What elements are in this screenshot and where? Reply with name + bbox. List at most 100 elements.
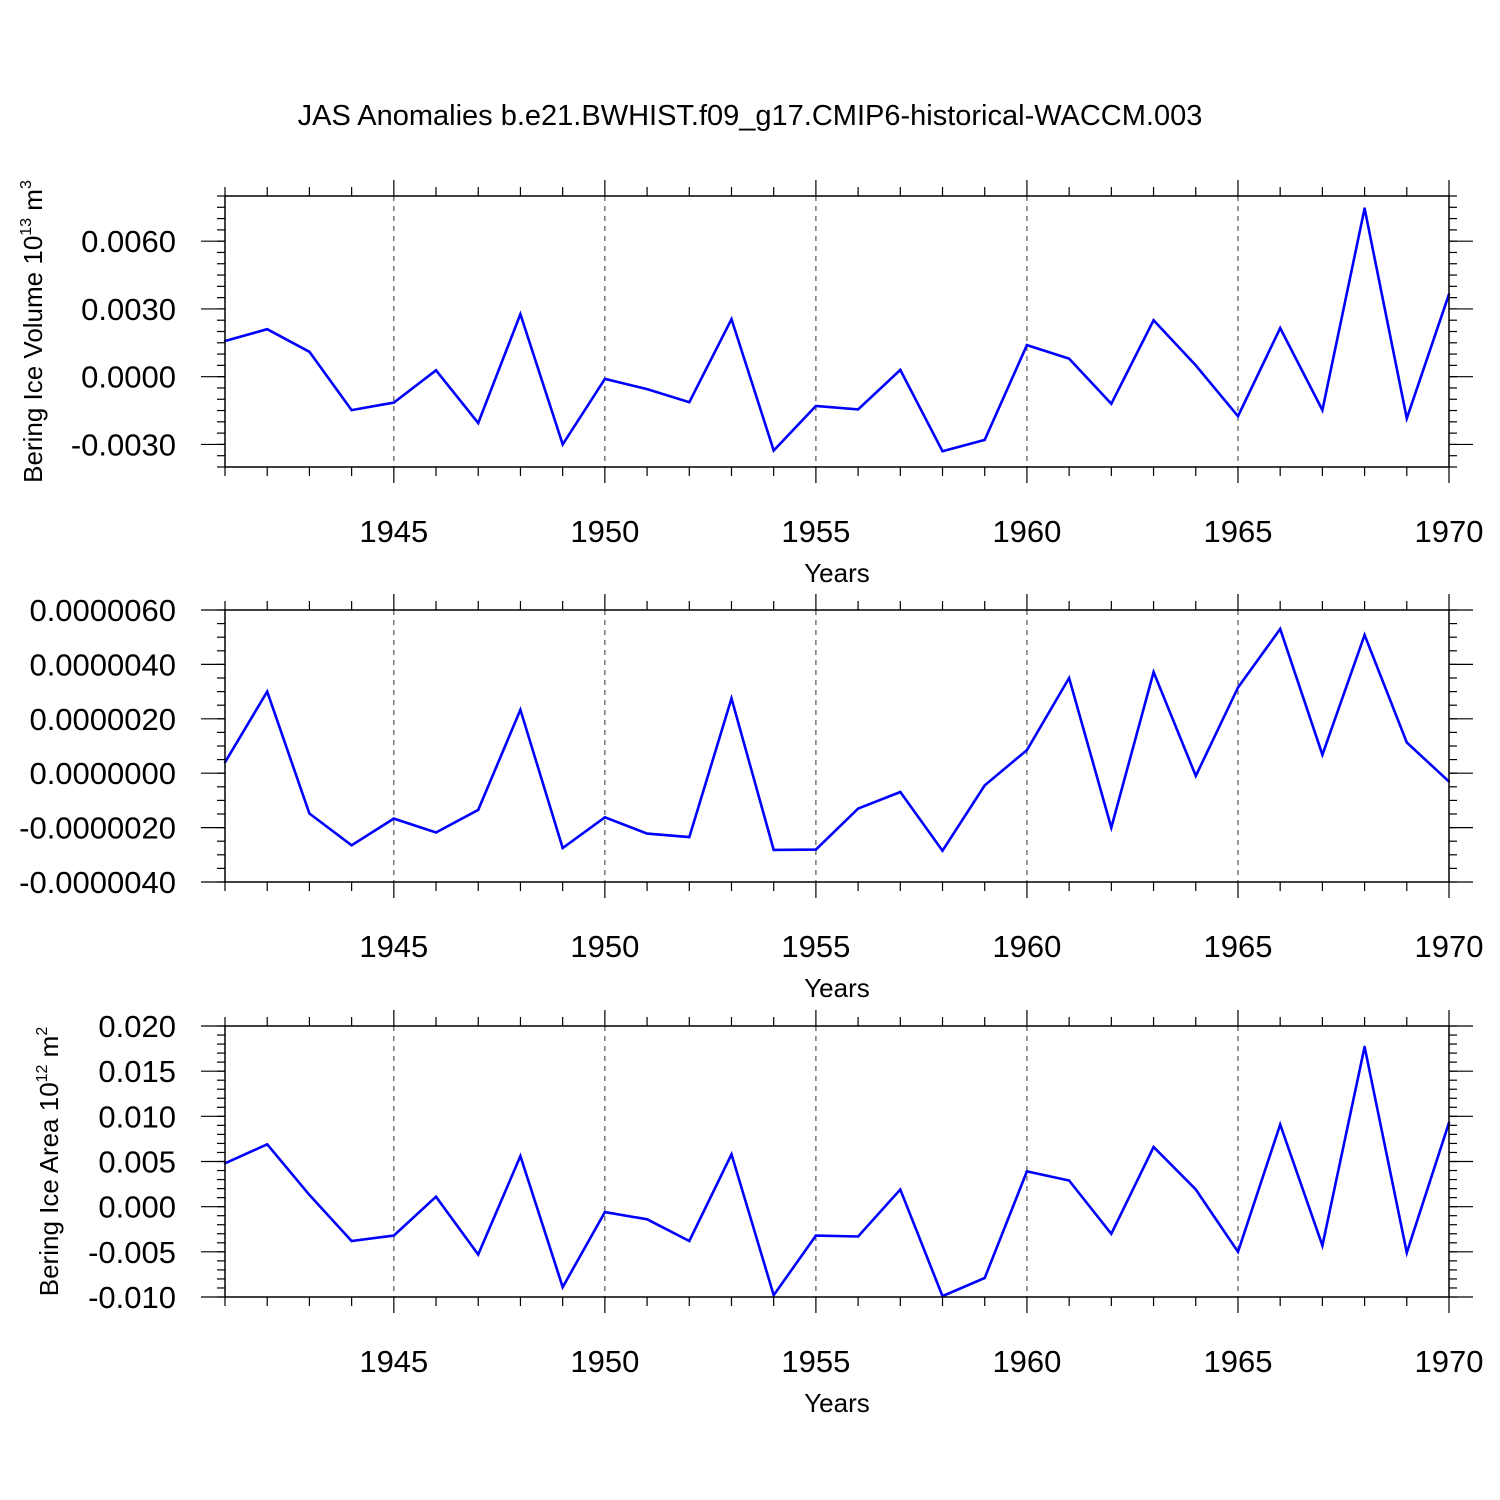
data-point: [1321, 753, 1324, 756]
data-point: [856, 408, 860, 411]
x-tick-label: 1955: [781, 514, 850, 549]
data-point: [1363, 633, 1366, 637]
panel-volume: -0.0030 0.0000 0.0030 0.0060 1945 1950 1955 196…: [18, 180, 1483, 588]
x-tick-label: 1965: [1203, 514, 1272, 549]
plot-frame: [224, 195, 1450, 468]
data-point: [730, 697, 733, 700]
data-point: [1152, 319, 1155, 322]
data-point: [1025, 1170, 1029, 1173]
data-point: [1278, 627, 1282, 631]
data-point: [350, 844, 353, 847]
data-point: [772, 848, 775, 852]
data-point: [477, 808, 480, 812]
data-point: [1363, 1045, 1366, 1048]
x-tick-label: 1955: [781, 1344, 850, 1379]
series-line: [224, 1046, 1451, 1299]
data-point: [308, 350, 311, 354]
x-tick-label: 1950: [570, 514, 639, 549]
data-point: [603, 377, 607, 381]
x-tick-label: 1945: [359, 929, 428, 964]
data-point: [1152, 670, 1155, 674]
x-tick-label: 1965: [1203, 1344, 1272, 1379]
data-point: [350, 408, 353, 412]
data-point: [688, 1239, 691, 1243]
y-tick-label: -0.0000040: [19, 865, 176, 900]
data-point: [519, 1154, 522, 1158]
data-point: [561, 1285, 564, 1289]
y-tick-label: 0.005: [98, 1145, 176, 1180]
data-point: [603, 816, 607, 819]
x-tick-label: 1950: [570, 1344, 639, 1379]
y-tick-label: 0.000: [98, 1190, 176, 1225]
data-point: [645, 1218, 649, 1221]
x-tick-label: 1970: [1415, 1344, 1484, 1379]
data-point: [519, 312, 522, 316]
data-point: [1194, 774, 1197, 778]
data-point: [899, 1188, 902, 1191]
data-point: [983, 438, 986, 442]
y-tick-label: -0.0000020: [19, 811, 176, 846]
data-point: [603, 1210, 607, 1214]
data-point: [983, 1276, 986, 1280]
data-point: [1025, 343, 1029, 347]
data-point: [1236, 686, 1240, 689]
data-point: [730, 1153, 733, 1156]
y-tick-label: 0.0000: [81, 360, 176, 395]
y-tick-label: 0.020: [98, 1009, 176, 1044]
data-point: [1321, 1244, 1324, 1247]
x-tick-label: 1945: [359, 1344, 428, 1379]
data-point: [1321, 408, 1324, 412]
y-tick-label: 0.0000000: [29, 756, 176, 791]
data-point: [814, 848, 818, 851]
data-point: [1194, 1188, 1197, 1191]
x-axis-title: Years: [804, 1388, 870, 1418]
data-point: [730, 317, 733, 321]
data-point: [519, 708, 522, 712]
y-tick-label: 0.0000060: [29, 593, 176, 628]
data-point: [266, 690, 269, 693]
data-point: [1236, 414, 1240, 418]
data-point: [983, 784, 986, 787]
data-point: [477, 421, 480, 425]
data-point: [1067, 1179, 1071, 1182]
data-point: [1363, 207, 1366, 210]
y-tick-label: -0.0030: [71, 427, 176, 462]
data-point: [1405, 741, 1408, 744]
data-point: [688, 400, 691, 404]
x-tick-label: 1945: [359, 514, 428, 549]
y-tick-label: 0.0060: [81, 224, 176, 259]
panel-middle: -0.0000040 -0.0000020 0.0000000 0.0000020 0.…: [19, 593, 1483, 1003]
data-point: [434, 1195, 438, 1198]
plot-frame: [224, 1025, 1450, 1298]
data-point: [856, 1235, 860, 1238]
x-tick-label: 1960: [992, 514, 1061, 549]
data-point: [1194, 364, 1197, 367]
x-tick-label: 1960: [992, 929, 1061, 964]
data-point: [561, 846, 564, 850]
data-point: [1405, 417, 1408, 420]
y-tick-label: -0.010: [88, 1280, 176, 1315]
data-point: [1067, 357, 1071, 360]
x-tick-label: 1950: [570, 929, 639, 964]
data-point: [308, 812, 311, 815]
data-point: [941, 449, 944, 453]
x-axis-title: Years: [804, 973, 870, 1003]
data-point: [1110, 826, 1113, 829]
data-point: [1152, 1145, 1155, 1149]
data-point: [899, 790, 902, 794]
data-point: [392, 817, 396, 820]
data-point: [772, 1293, 775, 1297]
y-tick-label: 0.015: [98, 1054, 176, 1089]
data-point: [1405, 1251, 1408, 1254]
data-point: [814, 1234, 818, 1237]
data-point: [688, 835, 691, 839]
series-line: [223, 626, 1450, 854]
data-point: [350, 1239, 353, 1243]
data-point: [477, 1253, 480, 1256]
data-point: [266, 328, 269, 331]
y-tick-label: 0.0000040: [29, 647, 176, 682]
data-point: [645, 832, 649, 835]
data-point: [1067, 676, 1071, 680]
panel-area: -0.010 -0.005 0.000 0.005 0.010 0.015 0.020 194…: [34, 1009, 1483, 1418]
